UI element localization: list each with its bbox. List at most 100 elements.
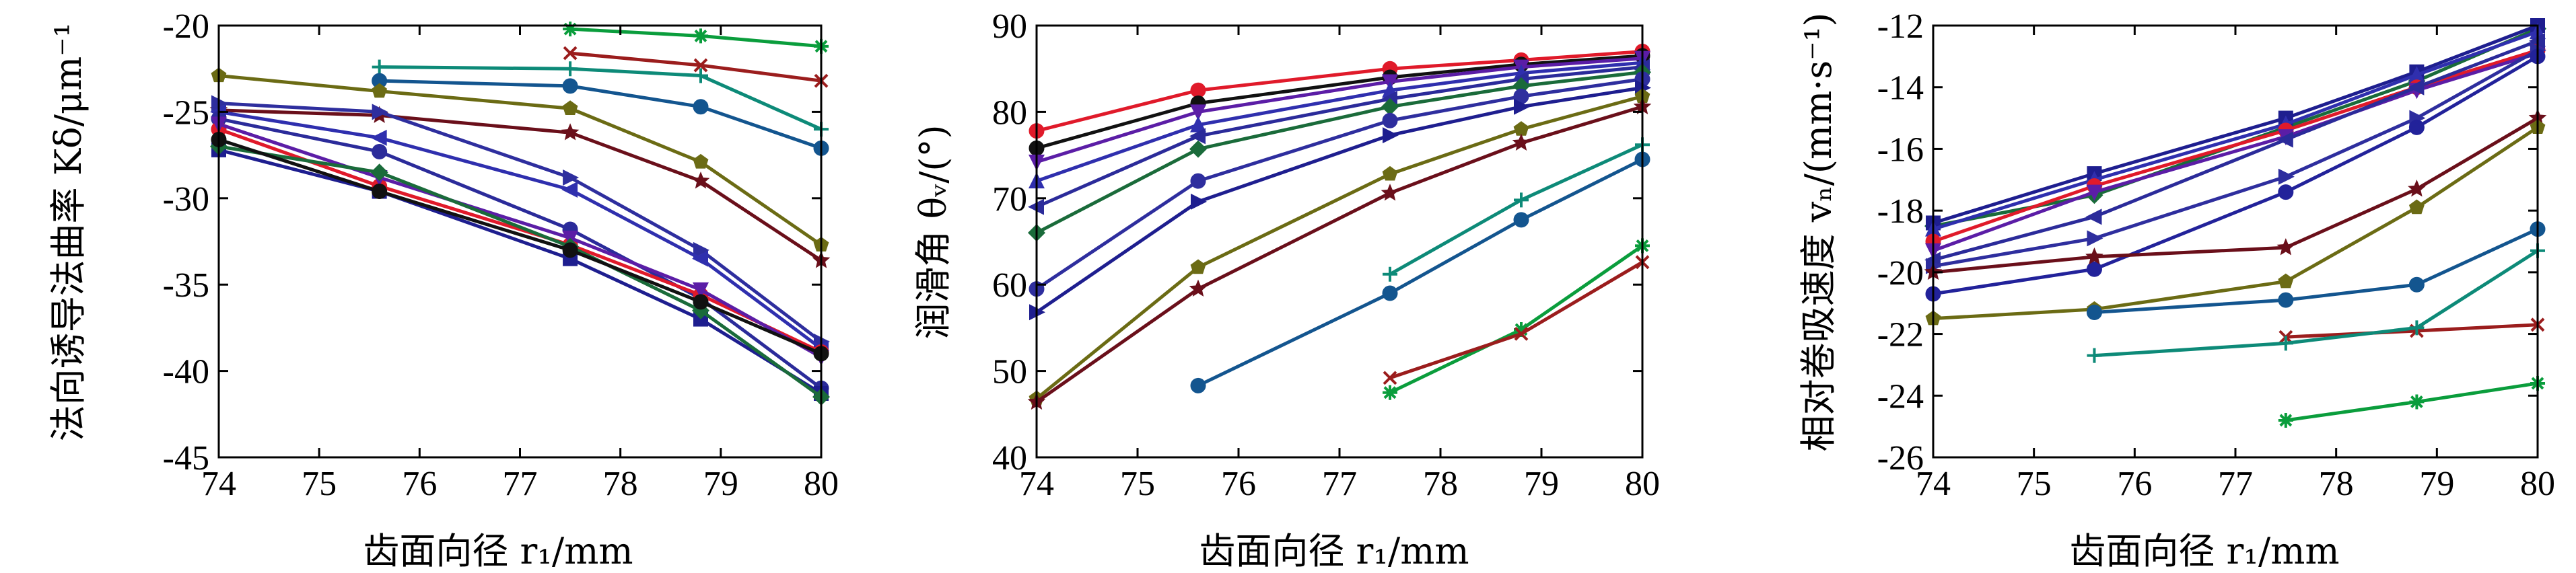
series-line-9: [1035, 94, 1643, 400]
data-point-11-2: [2278, 292, 2294, 308]
data-point-9-2: [1190, 259, 1206, 274]
data-point-14-2: [2409, 394, 2425, 410]
series-line-11: [2094, 227, 2539, 314]
x-tick-label: 79: [1524, 465, 1559, 503]
data-point-1-1: [563, 22, 578, 37]
x-tick-label: 77: [503, 465, 538, 503]
y-tick-label: -12: [1877, 7, 1924, 46]
x-tick-label: 75: [2017, 465, 2052, 503]
data-point-3-1: [563, 46, 578, 61]
data-point-13-1: [2087, 348, 2102, 363]
y-tick-label: -40: [163, 353, 209, 391]
data-point-3-2: [693, 58, 708, 73]
data-point-2-2: [563, 61, 578, 77]
series-12: [1190, 151, 1650, 393]
x-tick-label: 78: [603, 465, 638, 503]
series-9: [1029, 88, 1650, 406]
data-point-11-2: [1514, 192, 1529, 208]
y-tick-label: 70: [992, 180, 1027, 219]
y-axis-title-3: 相对卷吸速度 vₙ/(mm·s⁻¹): [1797, 13, 1840, 452]
data-point-1-2: [1190, 82, 1206, 98]
data-point-9-3: [2276, 238, 2295, 256]
data-point-6-4: [2408, 79, 2425, 96]
y-tick-label: -35: [163, 266, 209, 305]
data-point-7-2: [2087, 230, 2103, 247]
series-11: [1383, 137, 1650, 282]
series-line-8: [1933, 54, 2539, 296]
x-tick-label: 79: [703, 465, 738, 503]
series-13: [1383, 238, 1650, 400]
x-tick-label: 74: [1916, 465, 1951, 503]
y-tick-label: -20: [163, 7, 209, 46]
series-line-11: [1389, 143, 1644, 276]
series-3: [1925, 23, 2546, 237]
y-tick-label: 60: [992, 266, 1027, 305]
y-tick-label: -26: [1877, 439, 1924, 478]
data-point-9-4: [1513, 121, 1529, 136]
data-point-7-3: [563, 169, 580, 186]
data-point-3-2: [1190, 104, 1206, 121]
series-3: [563, 46, 829, 88]
chart-area-2: 74 75 76 77 78 79 80 40 50 60 70 80 90: [992, 7, 1660, 503]
series-13: [210, 137, 830, 406]
data-point-6-2: [1189, 140, 1207, 158]
data-point-5-2: [372, 83, 388, 98]
x-tick-label: 80: [804, 465, 839, 503]
data-point-8-2: [370, 129, 387, 146]
x-tick-label: 78: [1423, 465, 1458, 503]
y-tick-label: 50: [992, 353, 1027, 391]
y-tick-label: -30: [163, 180, 209, 219]
series-4: [372, 73, 829, 156]
series-14: [2278, 375, 2545, 428]
x-tick-label: 80: [1625, 465, 1660, 503]
series-13: [2087, 243, 2545, 363]
data-point-5-2: [1189, 128, 1206, 145]
series-line-4: [379, 79, 822, 150]
y-tick-label: -20: [1877, 254, 1924, 293]
data-point-8-2: [1191, 193, 1207, 210]
data-point-13-2: [370, 163, 388, 182]
x-tick-label: 77: [1322, 465, 1357, 503]
data-point-12-4: [693, 282, 709, 299]
data-point-7-4: [693, 241, 709, 258]
series-8: [1029, 79, 1651, 321]
data-point-5-3: [562, 100, 578, 115]
data-point-11-3: [2408, 276, 2425, 293]
x-tick-label: 76: [1221, 465, 1256, 503]
data-point-10-2: [1189, 279, 1208, 297]
data-point-13-1: [1383, 385, 1397, 400]
x-tick-label: 78: [2319, 465, 2354, 503]
y-tick-label: -45: [163, 439, 209, 478]
x-axis-title-1: 齿面向径 r₁/mm: [363, 530, 633, 572]
series-line-5: [1933, 51, 2538, 253]
series-line-2: [379, 65, 823, 131]
x-axis-title-2: 齿面向径 r₁/mm: [1199, 530, 1469, 572]
data-point-8-4: [692, 250, 708, 267]
x-tick-label: 75: [302, 465, 337, 503]
data-point-2-1: [372, 59, 387, 75]
series-line-6: [218, 108, 823, 262]
chart-panel-1: 74 75 76 77 78 79 80 -45 -40 -35 -30 -25 -20 齿面向径 r₁…: [47, 7, 839, 572]
data-point-7-2: [372, 104, 388, 120]
y-tick-label: -18: [1877, 192, 1924, 231]
data-point-13-3: [2409, 320, 2425, 336]
data-point-14-2: [372, 184, 388, 200]
y-tick-label: 90: [992, 7, 1027, 46]
y-axis-title-1: 法向诱导法曲率 Kδ/μm⁻¹: [47, 23, 90, 442]
data-point-6-3: [561, 123, 580, 141]
x-axis-title-3: 齿面向径 r₁/mm: [2069, 530, 2339, 572]
chart-panel-2: 74 75 76 77 78 79 80 40 50 60 70 80 90 齿面向径 r₁/mm 润滑…: [912, 7, 1660, 572]
series-10: [1027, 97, 1652, 410]
data-point-9-4: [2408, 180, 2426, 197]
y-tick-label: -14: [1877, 69, 1924, 108]
data-point-14-2: [1514, 326, 1529, 341]
y-tick-label: -24: [1877, 377, 1924, 416]
x-tick-label: 77: [2218, 465, 2253, 503]
data-point-12-2: [1382, 285, 1398, 301]
x-tick-label: 76: [402, 465, 437, 503]
data-point-6-4: [1512, 77, 1530, 95]
data-point-7-3: [1382, 112, 1398, 128]
data-point-8-3: [2278, 184, 2294, 200]
data-point-6-4: [691, 171, 710, 189]
